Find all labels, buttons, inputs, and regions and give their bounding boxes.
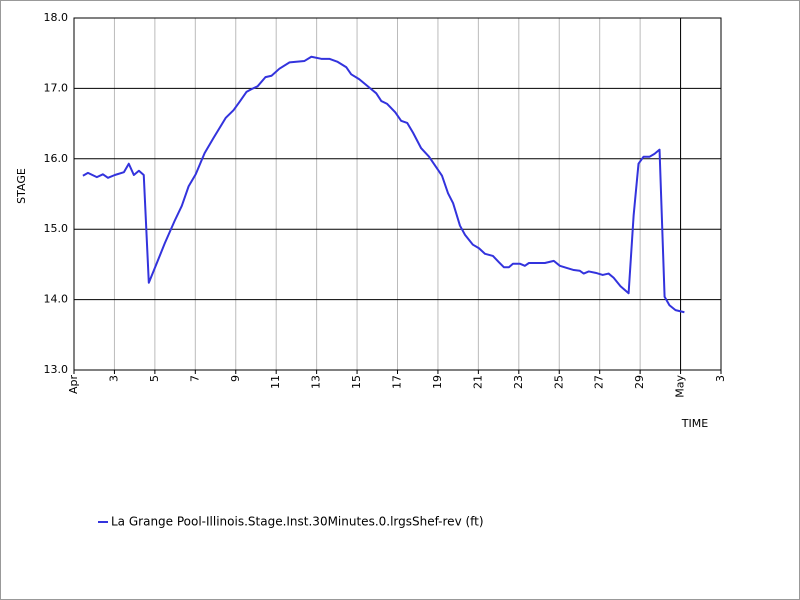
x-tick-label: Apr (67, 375, 80, 395)
x-tick-label: 17 (391, 375, 404, 389)
plot-frame (73, 17, 722, 371)
x-axis-label: TIME (681, 417, 708, 430)
x-tick-label: 19 (431, 375, 444, 389)
x-tick-label: 3 (714, 375, 727, 382)
x-tick-label: 5 (148, 375, 161, 382)
x-tick-label: 7 (188, 375, 201, 382)
y-tick-label: 13.0 (44, 363, 69, 376)
x-tick-label: 9 (229, 375, 242, 382)
data-line (82, 55, 685, 314)
x-tick-label: 21 (471, 375, 484, 389)
y-tick-label: 14.0 (44, 293, 69, 306)
x-tick-label: 13 (310, 375, 323, 389)
x-tick-label: 15 (350, 375, 363, 389)
x-tick-label: 29 (633, 375, 646, 389)
y-tick-label: 17.0 (44, 81, 69, 94)
x-tick-label: 11 (269, 375, 282, 389)
y-tick-label: 16.0 (44, 152, 69, 165)
x-tick-label: May (674, 375, 687, 398)
x-tick-label: 23 (512, 375, 525, 389)
x-tick-label: 3 (107, 375, 120, 382)
x-tick-label: 25 (552, 375, 565, 389)
y-tick-label: 15.0 (44, 222, 69, 235)
y-axis-label: STAGE (15, 168, 28, 204)
x-tick-label: 27 (593, 375, 606, 389)
legend-label: La Grange Pool-Illinois.Stage.Inst.30Min… (111, 515, 484, 529)
y-tick-label: 18.0 (44, 11, 69, 24)
